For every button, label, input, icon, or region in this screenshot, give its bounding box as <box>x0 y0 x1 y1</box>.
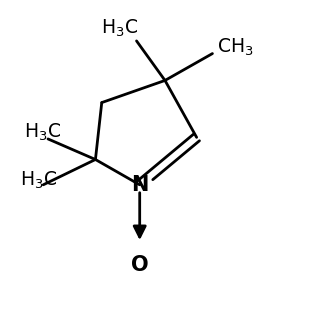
Text: $\mathsf{CH_3}$: $\mathsf{CH_3}$ <box>217 37 254 58</box>
Text: $\mathsf{H_3C}$: $\mathsf{H_3C}$ <box>19 169 57 191</box>
Text: O: O <box>131 256 149 275</box>
Text: N: N <box>131 175 149 195</box>
Text: $\mathsf{H_3C}$: $\mathsf{H_3C}$ <box>24 122 61 143</box>
Text: $\mathsf{H_3C}$: $\mathsf{H_3C}$ <box>101 18 138 39</box>
